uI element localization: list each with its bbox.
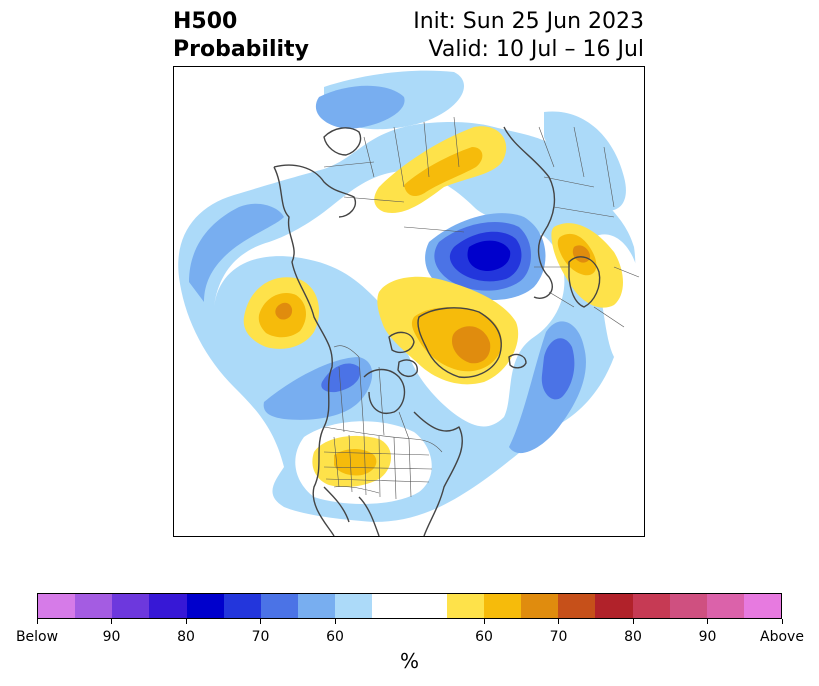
colorbar-tick-label: Above xyxy=(760,629,804,645)
above-regions xyxy=(243,126,623,487)
map-dates: Init: Sun 25 Jun 2023 Valid: 10 Jul – 16… xyxy=(413,8,644,64)
above-65-usa xyxy=(334,449,377,476)
colorbar-below-5 xyxy=(223,594,261,618)
iceland xyxy=(508,353,527,369)
alaska-coast xyxy=(273,164,356,218)
colorbar-neutral-1 xyxy=(409,594,447,618)
us-state-lines xyxy=(323,434,433,500)
colorbar xyxy=(37,593,782,619)
colorbar-above-0 xyxy=(446,594,484,618)
colorbar-tick-mark xyxy=(185,619,187,624)
colorbar-tick-label: 70 xyxy=(549,629,568,645)
colorbar-units-label: % xyxy=(399,649,419,673)
colorbar-tick-mark xyxy=(632,619,634,624)
colorbar-tick-label: 90 xyxy=(698,629,717,645)
colorbar-above-2 xyxy=(521,594,559,618)
colorbar-tick-label: 60 xyxy=(326,629,344,645)
below-65-pacific xyxy=(189,203,284,302)
colorbar-below-3 xyxy=(149,594,187,618)
colorbar-tick-label: 80 xyxy=(177,629,195,645)
colorbar-above-8 xyxy=(743,594,782,618)
colorbar-tick-label: 80 xyxy=(624,629,642,645)
baja-mexico xyxy=(323,486,380,536)
colorbar-below-8 xyxy=(335,594,373,618)
colorbar-tick-label: Below xyxy=(15,629,59,645)
colorbar-below-7 xyxy=(298,594,336,618)
canada-provinces xyxy=(333,345,410,440)
above-65-arctic xyxy=(404,147,483,197)
title-product: Probability xyxy=(173,37,309,62)
kamchatka xyxy=(323,127,362,156)
probability-map xyxy=(178,70,640,536)
colorbar-tick-mark xyxy=(781,619,783,624)
us-canada-border xyxy=(323,426,443,453)
hudson-bay xyxy=(363,368,406,414)
below-70-canada xyxy=(321,363,361,393)
colorbar-above-5 xyxy=(632,594,670,618)
colorbar-tick-mark xyxy=(36,619,38,624)
colorbar-below-0 xyxy=(38,594,76,618)
below-65-arctic xyxy=(315,85,405,129)
title-variable: H500 xyxy=(173,9,238,34)
greenland-coast xyxy=(417,307,502,379)
colorbar-tick-mark xyxy=(260,619,261,624)
below-80-siberia xyxy=(467,240,511,271)
below-60-eurasia xyxy=(544,111,626,211)
us-mexico-border xyxy=(333,486,380,494)
coastlines xyxy=(273,126,601,536)
political-borders xyxy=(323,116,640,500)
eurasia-countries xyxy=(534,126,640,328)
colorbar-tick-mark xyxy=(707,619,708,624)
colorbar-above-6 xyxy=(669,594,707,618)
siberia-regions xyxy=(323,116,465,233)
colorbar-tick-label: 70 xyxy=(251,629,270,645)
colorbar-tick-labels: Below 90 80 70 60 60 70 80 90 Above xyxy=(16,628,804,646)
below-70-atlantic xyxy=(541,338,575,400)
eurasia-north-coast xyxy=(503,126,556,299)
colorbar-tick-mark xyxy=(334,619,336,624)
colorbar-below-1 xyxy=(75,594,113,618)
above-70-greenland xyxy=(452,326,491,364)
map-panel xyxy=(173,66,645,537)
scandinavia xyxy=(568,256,601,308)
north-america-east-coast xyxy=(413,411,463,536)
above-70-pacific xyxy=(275,302,293,320)
colorbar-tick-mark xyxy=(483,619,485,624)
valid-range: Valid: 10 Jul – 16 Jul xyxy=(428,37,644,62)
colorbar-below-6 xyxy=(260,594,299,618)
arctic-islands xyxy=(388,331,418,377)
colorbar-tick-label: 90 xyxy=(102,629,121,645)
north-america-west-coast xyxy=(273,166,335,536)
colorbar-above-1 xyxy=(483,594,522,618)
colorbar-above-4 xyxy=(595,594,633,618)
colorbar-neutral-0 xyxy=(372,594,410,618)
below-80-regions xyxy=(467,240,511,271)
colorbar-below-4 xyxy=(186,594,224,618)
map-title: H500 Probability xyxy=(173,8,309,64)
init-date: Init: Sun 25 Jun 2023 xyxy=(413,9,644,34)
colorbar-tick-mark xyxy=(558,619,559,624)
colorbar-tick-label: 60 xyxy=(475,629,493,645)
colorbar-above-7 xyxy=(706,594,744,618)
colorbar-tick-mark xyxy=(111,619,112,624)
colorbar-above-3 xyxy=(558,594,596,618)
colorbar-below-2 xyxy=(112,594,150,618)
